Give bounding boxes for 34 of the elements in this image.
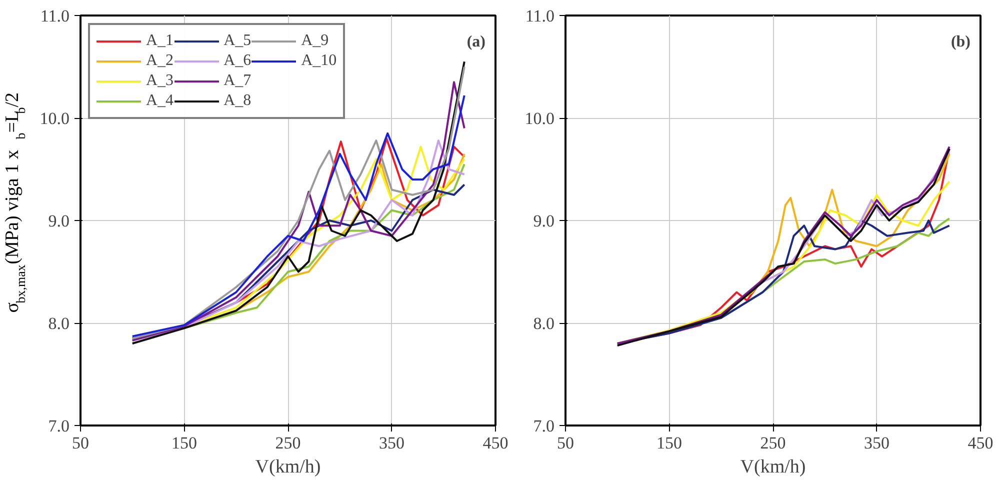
legend-label: A_2 xyxy=(146,52,174,70)
legend-label: A_7 xyxy=(224,72,252,90)
x-tick-label: 150 xyxy=(172,434,197,452)
legend-label: A_9 xyxy=(301,32,329,50)
legend-label: A_8 xyxy=(224,92,252,110)
y-tick-label: 10.0 xyxy=(524,109,554,128)
annotation: (a) xyxy=(466,34,486,50)
legend-label: A_10 xyxy=(301,52,337,70)
x-tick-label: 250 xyxy=(760,434,786,452)
x-axis-title: V(km/h) xyxy=(740,456,806,478)
y-tick-label: 10.0 xyxy=(40,109,70,128)
x-tick-label: 50 xyxy=(72,434,89,452)
annotation: (b) xyxy=(950,34,971,50)
x-tick-label: 150 xyxy=(656,434,682,452)
y-tick-label: 11.0 xyxy=(525,6,555,26)
y-tick-label: 9.0 xyxy=(48,212,70,230)
legend-label: A_4 xyxy=(146,92,174,110)
y-tick-label: 11.0 xyxy=(40,6,70,26)
y-tick-label: 7.0 xyxy=(48,416,70,436)
x-axis-title: V(km/h) xyxy=(255,456,321,478)
legend-label: A_1 xyxy=(146,32,174,50)
x-tick-label: 350 xyxy=(864,434,890,452)
x-tick-label: 50 xyxy=(557,434,574,452)
y-tick-label: 9.0 xyxy=(533,212,554,230)
legend-label: A_5 xyxy=(224,32,252,50)
x-tick-label: 250 xyxy=(275,434,301,452)
legend-label: A_3 xyxy=(146,72,174,90)
y-tick-label: 7.0 xyxy=(533,416,554,436)
legend-label: A_6 xyxy=(224,52,252,70)
y-tick-label: 8.0 xyxy=(48,314,70,333)
x-tick-label: 450 xyxy=(482,434,508,452)
x-tick-label: 350 xyxy=(379,434,404,452)
y-tick-label: 8.0 xyxy=(533,314,554,333)
x-tick-label: 450 xyxy=(968,434,994,452)
